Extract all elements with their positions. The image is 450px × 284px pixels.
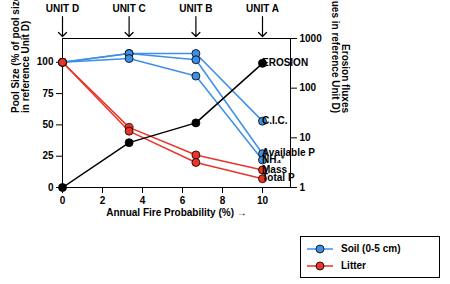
svg-text:25: 25 [42,150,54,161]
html-text:Soil (0-5 cm): Soil (0-5 cm) [341,243,401,254]
svg-text:Erosion fluxes(x times above v: Erosion fluxes(x times above values in r… [330,0,351,113]
svg-text:UNIT B: UNIT B [179,3,212,14]
svg-text:UNIT C: UNIT C [112,3,145,14]
svg-text:Available P: Available P [262,147,315,159]
svg-text:UNIT D: UNIT D [46,3,79,14]
svg-text:Total P: Total P [262,172,295,183]
svg-text:10: 10 [300,132,312,143]
svg-text:EROSION: EROSION [262,57,308,68]
svg-text:4: 4 [140,195,146,206]
svg-text:100: 100 [37,56,54,67]
html-text:Litter: Litter [341,260,366,271]
svg-text:8: 8 [220,195,226,206]
svg-text:NH₄⁺: NH₄⁺ [262,153,285,165]
svg-text:C.I.C.: C.I.C. [262,115,288,126]
svg-text:0: 0 [48,182,54,193]
svg-text:1000: 1000 [300,33,323,44]
svg-text:2: 2 [100,195,106,206]
svg-text:100: 100 [300,82,317,93]
svg-text:Mass: Mass [262,163,287,175]
svg-text:0: 0 [60,195,66,206]
svg-text:Pool Size (% of pool sizein re: Pool Size (% of pool sizein reference Un… [10,0,31,113]
svg-text:75: 75 [42,88,54,99]
svg-text:6: 6 [180,195,186,206]
svg-text:1: 1 [300,182,306,193]
svg-text:50: 50 [42,119,54,130]
svg-text:10: 10 [257,195,269,206]
svg-text:UNIT A: UNIT A [246,3,279,14]
svg-text:Annual Fire Probability (%) →: Annual Fire Probability (%) → [106,207,247,218]
